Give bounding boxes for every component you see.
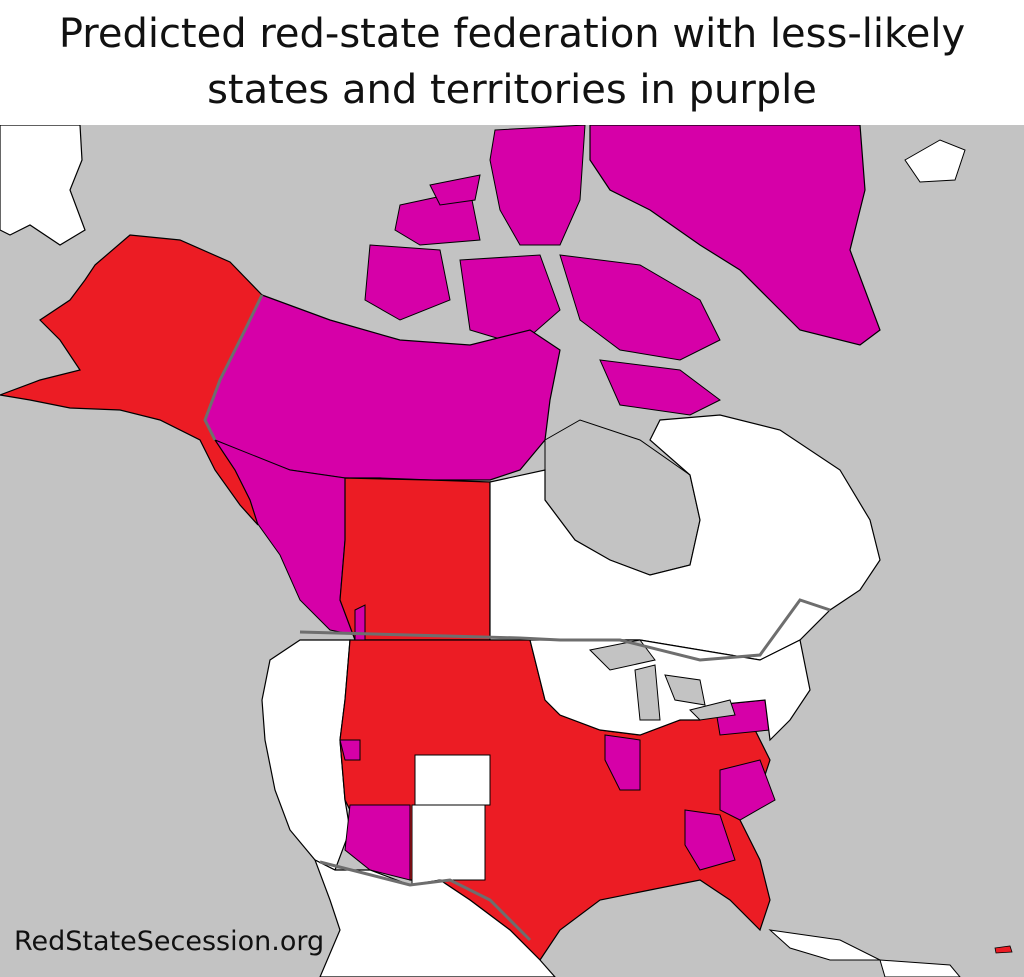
illinois <box>604 734 641 791</box>
hispaniola <box>879 959 961 977</box>
map-title: Predicted red-state federation with less… <box>0 0 1024 125</box>
us-mexico-border <box>319 860 532 942</box>
iceland <box>904 139 966 183</box>
mexico <box>313 858 556 977</box>
puerto-rico <box>994 945 1013 954</box>
north-america-map <box>0 125 1024 977</box>
greenland <box>589 125 881 346</box>
great-lakes <box>588 639 736 721</box>
virginia-nc <box>719 759 776 821</box>
purple-us-states <box>339 604 776 881</box>
title-line-2: states and territories in purple <box>207 67 817 113</box>
alaska-canada-border <box>203 294 264 441</box>
new-mexico <box>411 804 486 886</box>
arizona <box>344 804 411 881</box>
arctic-islands <box>364 125 721 416</box>
idaho-sliver <box>354 604 366 641</box>
source-credit: RedStateSecession.org <box>14 926 325 957</box>
georgia <box>684 809 736 871</box>
us-canada-border <box>299 598 831 662</box>
siberia-landmass <box>0 125 86 246</box>
title-line-1: Predicted red-state federation with less… <box>58 11 966 57</box>
nevada-sliver <box>339 739 361 761</box>
cuba <box>768 929 881 961</box>
colorado <box>414 754 491 806</box>
